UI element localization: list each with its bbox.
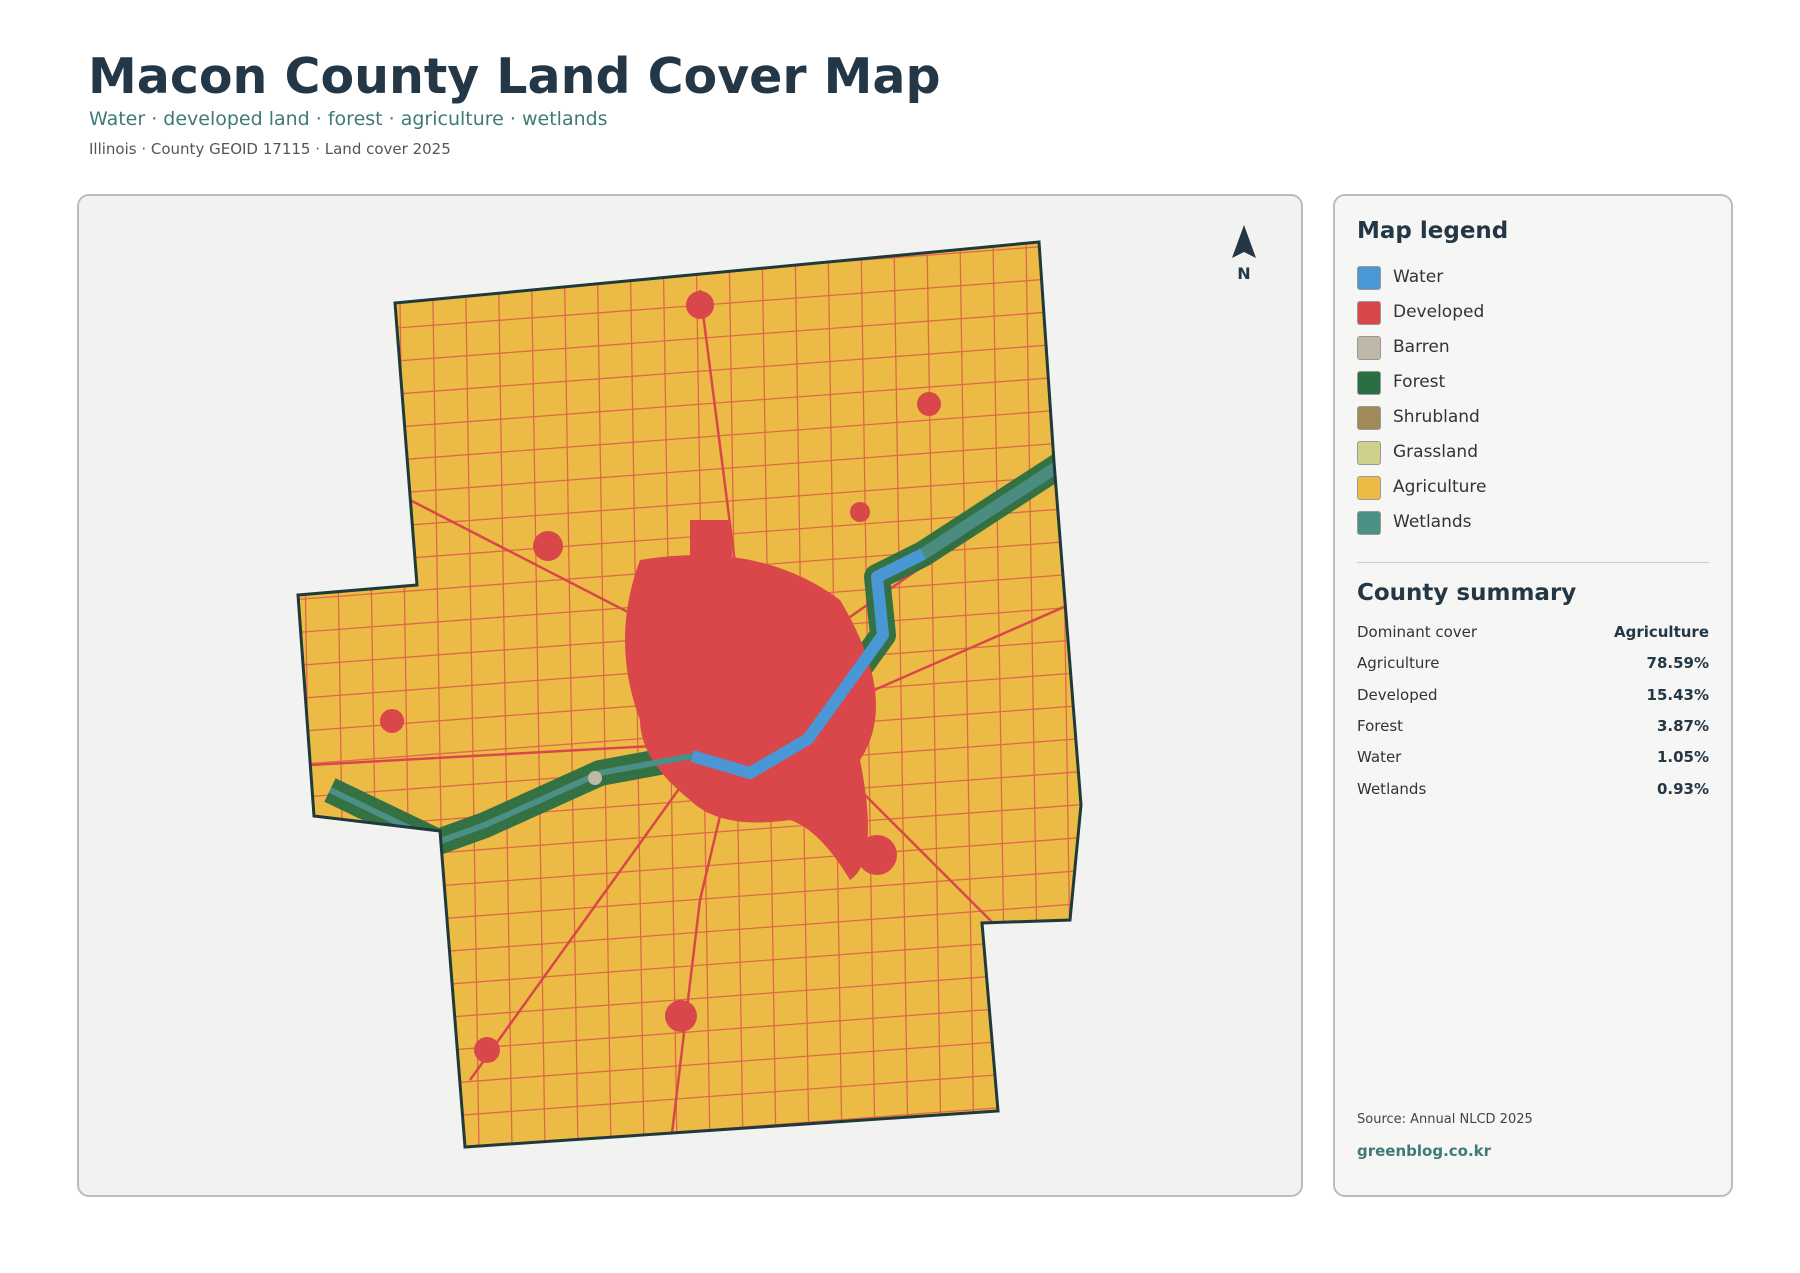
road: [298, 308, 1081, 370]
legend-label: Water: [1393, 267, 1444, 287]
legend-swatch: [1357, 371, 1381, 395]
summary-value: 1.05%: [1656, 748, 1709, 767]
legend-label: Shrubland: [1393, 407, 1480, 427]
source: Source: Annual NLCD 2025: [1357, 1112, 1533, 1127]
county-boundary: [296, 240, 1083, 1149]
title: Macon County Land Cover Map: [88, 48, 941, 105]
summary-label: Forest: [1357, 716, 1404, 735]
legend-label: Grassland: [1393, 442, 1478, 462]
summary-value: 0.93%: [1656, 779, 1709, 798]
summary-title: County summary: [1357, 580, 1577, 606]
legend-swatch: [1357, 511, 1381, 535]
legend-swatch: [1357, 441, 1381, 465]
meta: Illinois · County GEOID 17115 · Land cov…: [89, 140, 451, 158]
map: N: [296, 225, 1256, 1149]
river: [328, 753, 693, 846]
road: [464, 242, 480, 1147]
road: [563, 242, 579, 1147]
legend-swatch: [1357, 476, 1381, 500]
summary-value: 78.59%: [1646, 654, 1709, 673]
road: [298, 407, 1081, 469]
summary-value: Agriculture: [1613, 623, 1709, 641]
road: [926, 242, 942, 1147]
north-label: N: [1237, 264, 1250, 283]
road: [298, 473, 1081, 535]
urban-area: [625, 555, 876, 880]
legend-label: Developed: [1393, 302, 1485, 322]
road: [298, 440, 1081, 502]
towns: [380, 291, 941, 1063]
road: [298, 374, 1081, 436]
summary-label: Developed: [1357, 685, 1438, 704]
summary-label: Dominant cover: [1357, 623, 1478, 641]
road: [596, 242, 612, 1147]
summary-value: 15.43%: [1646, 685, 1709, 704]
summary-label: Water: [1357, 748, 1402, 767]
map-panel: N: [77, 194, 1303, 1197]
road: [497, 242, 513, 1147]
road: [893, 242, 909, 1147]
legend-panel: Map legend Water Developed Barren Forest Shr…: [1333, 194, 1733, 1197]
legend-swatch: [1357, 336, 1381, 360]
legend-title: Map legend: [1357, 218, 1509, 244]
subtitle: Water · developed land · forest · agricu…: [89, 108, 608, 130]
north-arrow: [1232, 225, 1256, 258]
legend-label: Wetlands: [1393, 512, 1472, 532]
road: [959, 242, 975, 1147]
road: [530, 242, 546, 1147]
summary-label: Wetlands: [1357, 779, 1427, 798]
legend-swatch: [1357, 301, 1381, 325]
map-features: [298, 242, 1081, 1147]
legend-label: Agriculture: [1393, 477, 1487, 497]
barren-patch: [588, 771, 602, 785]
site: greenblog.co.kr: [1357, 1142, 1492, 1160]
urban-area: [690, 520, 735, 600]
lake: [690, 548, 926, 779]
legend-label: Forest: [1393, 372, 1446, 392]
summary-label: Agriculture: [1357, 654, 1440, 673]
divider: [1357, 562, 1709, 563]
legend-label: Barren: [1393, 337, 1450, 357]
legend-swatch: [1357, 266, 1381, 290]
legend-swatch: [1357, 406, 1381, 430]
road: [298, 341, 1081, 403]
summary-value: 3.87%: [1656, 716, 1709, 735]
